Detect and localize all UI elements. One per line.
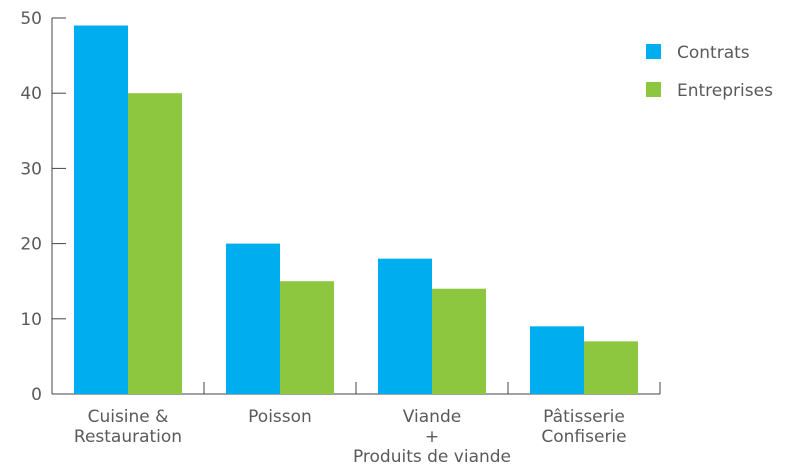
y-tick-label: 30 bbox=[20, 159, 42, 179]
y-tick-label: 20 bbox=[20, 235, 42, 255]
category-label: Produits de viande bbox=[353, 447, 511, 467]
y-tick-label: 0 bbox=[31, 385, 42, 405]
bar-contrats-2 bbox=[378, 258, 432, 394]
legend-swatch bbox=[646, 82, 661, 97]
bar-entreprises-3 bbox=[584, 341, 638, 394]
y-tick-label: 40 bbox=[20, 84, 42, 104]
bar-contrats-3 bbox=[530, 326, 584, 394]
category-label: + bbox=[425, 427, 439, 447]
category-label: Confiserie bbox=[541, 427, 626, 447]
category-label: Restauration bbox=[74, 427, 182, 447]
bar-contrats-0 bbox=[74, 25, 128, 395]
y-tick-label: 10 bbox=[20, 310, 42, 330]
category-label: Cuisine & bbox=[88, 407, 169, 427]
category-label: Poisson bbox=[248, 407, 312, 427]
bar-entreprises-2 bbox=[432, 288, 486, 394]
category-label: Pâtisserie bbox=[543, 407, 625, 427]
bar-entreprises-1 bbox=[280, 281, 334, 394]
bar-contrats-1 bbox=[226, 243, 280, 394]
category-label: Viande bbox=[403, 407, 461, 427]
bars bbox=[74, 25, 638, 395]
legend-swatch bbox=[646, 44, 661, 59]
y-axis: 0 10 20 30 40 50 bbox=[20, 9, 66, 405]
legend: Contrats Entreprises bbox=[646, 43, 773, 101]
legend-label: Contrats bbox=[677, 43, 750, 63]
legend-label: Entreprises bbox=[677, 81, 773, 101]
category-labels: Cuisine &Restauration Poisson Viande+Produ… bbox=[74, 407, 627, 467]
y-tick-label: 50 bbox=[20, 9, 42, 29]
bar-entreprises-0 bbox=[128, 93, 182, 394]
